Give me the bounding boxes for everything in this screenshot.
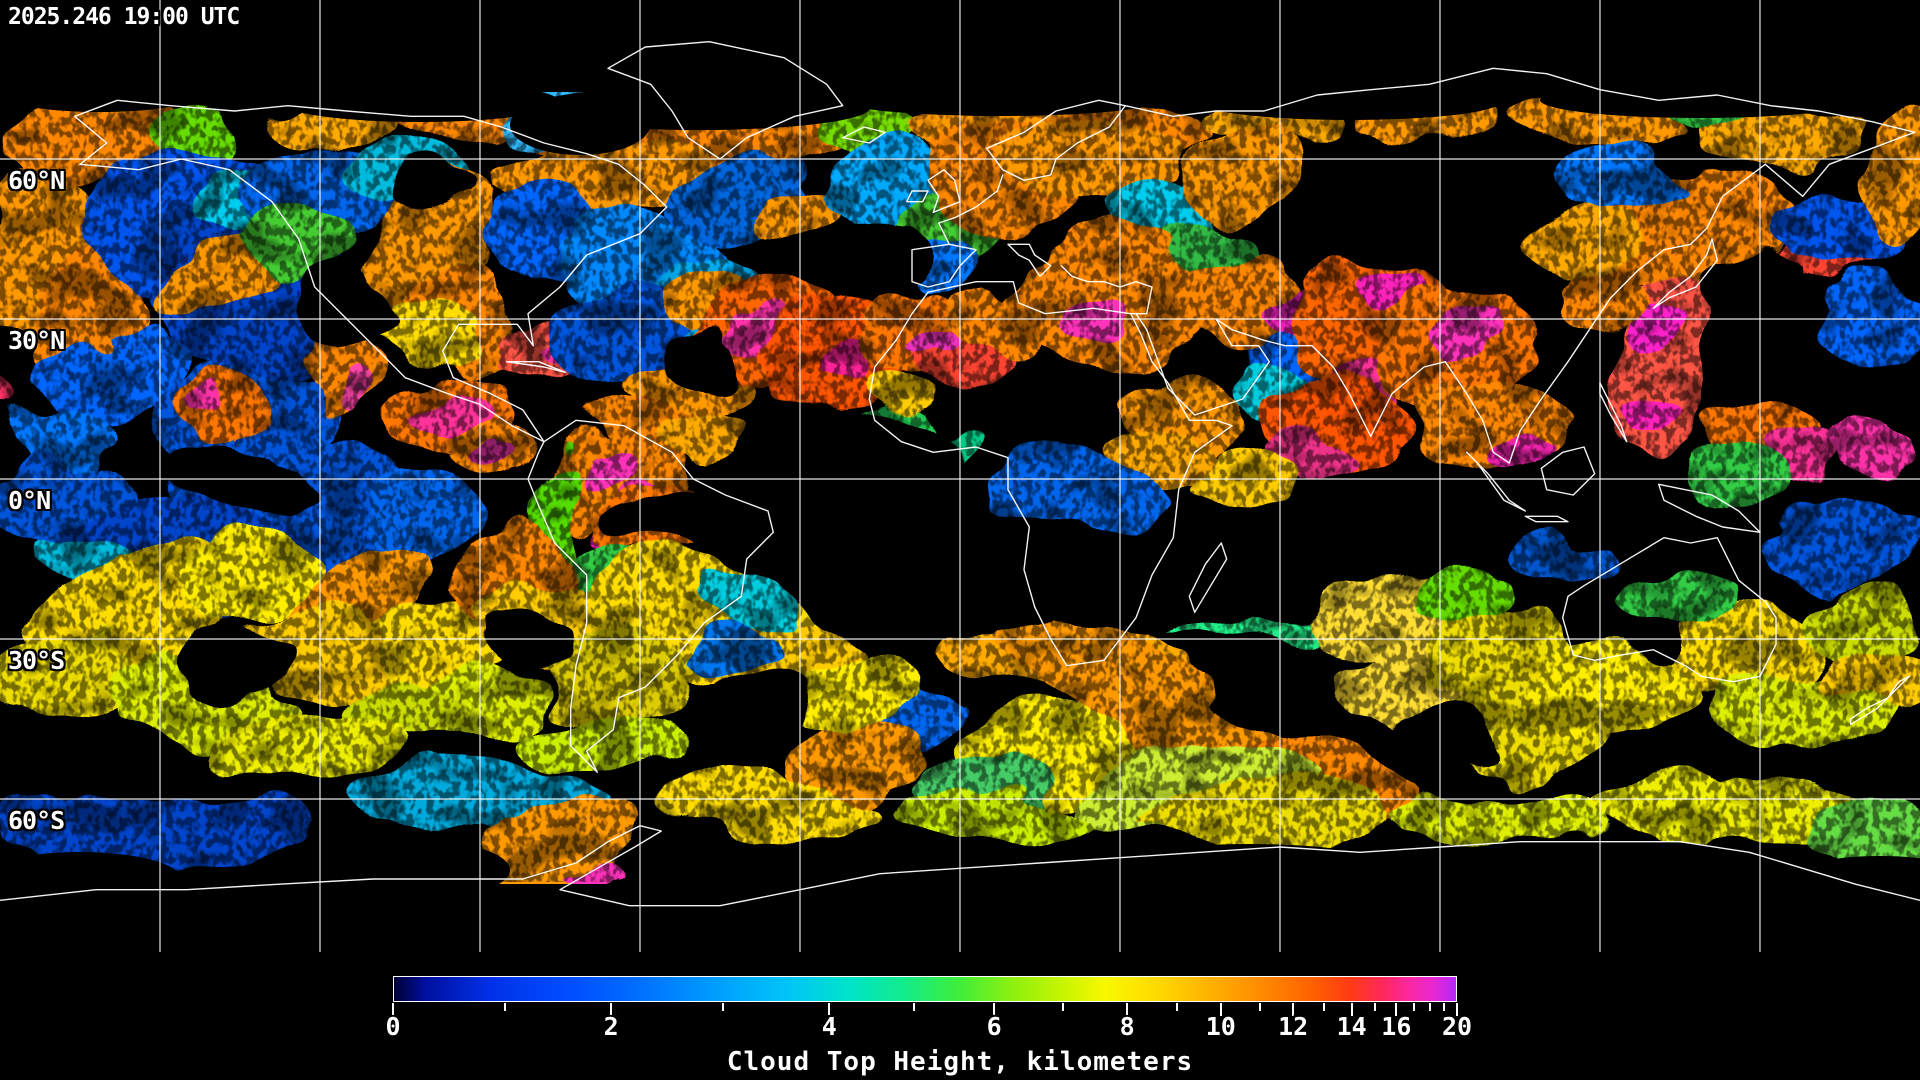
colorbar-tick — [392, 1003, 394, 1016]
colorbar-tick — [1062, 1003, 1065, 1011]
coastline — [1135, 131, 1916, 464]
no-data-edge — [10, 84, 190, 112]
coastline — [842, 126, 886, 144]
no-data-edge — [1200, 84, 1500, 120]
colorbar-tick-label: 2 — [603, 1012, 619, 1041]
coastline — [868, 281, 1233, 667]
colorbar-tick — [503, 1003, 506, 1011]
no-data-edge — [1790, 856, 1920, 900]
coastline — [1524, 515, 1569, 523]
latitude-label: 0°N — [8, 486, 51, 515]
colorbar-tick-label: 14 — [1336, 1012, 1367, 1041]
coastline — [1850, 675, 1910, 725]
colorbar-title: Cloud Top Height, kilometers — [726, 1047, 1194, 1077]
no-data-edge — [1100, 844, 1400, 896]
coastline — [527, 419, 774, 773]
colorbar-tick-label: 0 — [385, 1012, 401, 1041]
world-cloud-map — [0, 0, 1920, 952]
coastline — [1007, 243, 1052, 277]
latitude-label: 30°S — [8, 645, 65, 675]
colorbar-gradient — [393, 976, 1457, 1002]
colorbar-tick-label: 6 — [986, 1012, 1002, 1041]
colorbar-tick — [1429, 1003, 1432, 1011]
latitude-longitude-grid — [0, 0, 1920, 952]
coastline — [1124, 67, 1916, 133]
coastline — [74, 99, 668, 443]
colorbar-tick-label: 4 — [821, 1012, 837, 1041]
colorbar-tick — [1126, 1003, 1129, 1016]
coastline — [986, 99, 1126, 181]
colorbar-tick — [828, 1003, 831, 1016]
colorbar: 0 2 4 6 8 10 12 14 16 20 — [385, 976, 1472, 1076]
coastline — [0, 825, 1920, 907]
no-data-edge — [0, 852, 180, 904]
colorbar-tick — [1292, 1003, 1295, 1016]
coastline — [938, 174, 1004, 245]
colorbar-tick-label: 16 — [1381, 1012, 1412, 1041]
colorbar-tick — [1443, 1003, 1446, 1011]
coastline — [1562, 537, 1777, 683]
colorbar-tick — [1350, 1003, 1353, 1016]
coastline — [1652, 238, 1718, 309]
colorbar-tick-label: 20 — [1441, 1012, 1473, 1041]
colorbar-tick — [1219, 1003, 1222, 1016]
colorbar-tick-label: 12 — [1278, 1012, 1309, 1041]
no-data-edge — [280, 82, 560, 122]
coastline — [911, 243, 977, 288]
colorbar-tick — [1395, 1003, 1398, 1016]
colorbar-tick — [1374, 1003, 1377, 1011]
colorbar-tick — [993, 1003, 996, 1016]
latitude-label: 60°N — [8, 166, 65, 195]
colorbar-tick — [913, 1003, 916, 1011]
colorbar-tick-label: 8 — [1119, 1012, 1135, 1041]
colorbar-tick — [1176, 1003, 1179, 1011]
no-data-edge — [290, 838, 510, 902]
no-data-edge — [840, 84, 1160, 116]
coastline — [1540, 446, 1596, 496]
coastline — [906, 190, 929, 203]
colorbar-tick — [610, 1003, 613, 1016]
coastline — [506, 361, 566, 373]
latitude-label: 30°N — [8, 326, 65, 355]
coastline-layer — [0, 41, 1920, 907]
colorbar-tick — [721, 1003, 724, 1011]
coastline — [1188, 542, 1228, 613]
coastline — [1466, 451, 1526, 512]
colorbar-tick — [1323, 1003, 1325, 1011]
colorbar-tick — [1456, 1003, 1458, 1016]
no-data-edge — [1540, 82, 1860, 118]
colorbar-tick — [1413, 1003, 1416, 1011]
coastline — [607, 41, 844, 160]
no-data-edge — [730, 848, 1070, 904]
colorbar-tick — [1259, 1003, 1262, 1011]
colorbar-tick-label: 10 — [1205, 1012, 1236, 1041]
timestamp-label: 2025.246 19:00 UTC — [8, 4, 240, 30]
latitude-label: 60°S — [8, 805, 65, 835]
no-data-edge — [530, 86, 870, 130]
